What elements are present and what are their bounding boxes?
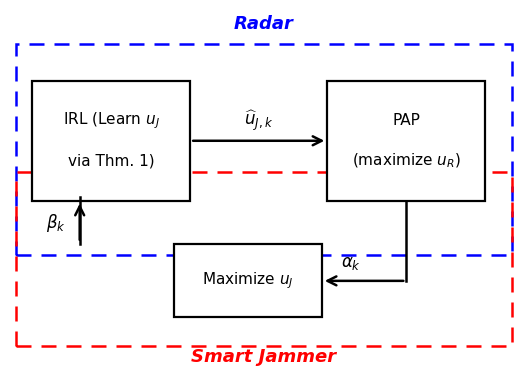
Text: Maximize $u_J$: Maximize $u_J$ (202, 270, 294, 291)
Bar (16, 172, 512, 346)
Bar (327, 81, 485, 201)
Text: via Thm. 1): via Thm. 1) (68, 153, 155, 168)
Bar (32, 81, 190, 201)
Text: Radar: Radar (234, 15, 294, 33)
Text: $\alpha_k$: $\alpha_k$ (342, 254, 362, 272)
Text: $\beta_k$: $\beta_k$ (46, 212, 66, 234)
Text: Smart Jammer: Smart Jammer (192, 347, 336, 365)
Text: IRL (Learn $u_J$: IRL (Learn $u_J$ (63, 110, 160, 131)
Text: (maximize $u_R$): (maximize $u_R$) (352, 152, 460, 170)
Bar (174, 244, 322, 317)
Text: $\widehat{u}_{J,k}$: $\widehat{u}_{J,k}$ (244, 108, 274, 133)
Bar (16, 45, 512, 255)
Text: PAP: PAP (392, 113, 420, 128)
